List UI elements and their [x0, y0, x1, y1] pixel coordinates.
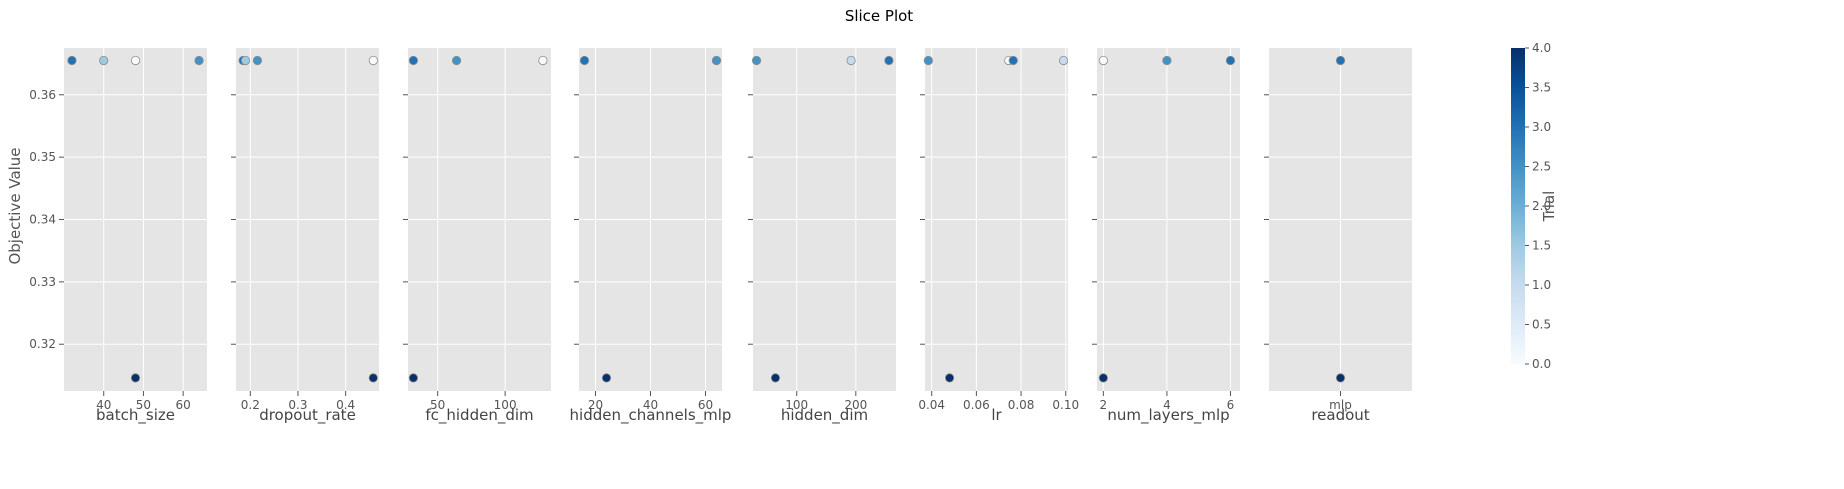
data-point	[579, 55, 590, 66]
colorbar-tick-label: 0.0	[1532, 357, 1551, 371]
colorbar-tick-label: 3.0	[1532, 120, 1551, 134]
x-tick-label: 0.08	[1008, 398, 1035, 412]
colorbar-tick-label: 4.0	[1532, 41, 1551, 55]
data-point	[1335, 373, 1346, 383]
x-tick-label: 40	[96, 398, 111, 412]
x-tick-label: 0.06	[963, 398, 990, 412]
data-point	[368, 55, 378, 66]
chart-title: Slice Plot	[845, 7, 913, 25]
x-tick-label: 2	[1100, 398, 1108, 412]
x-tick-label: mlp	[1329, 398, 1352, 412]
x-tick-label: 50	[430, 398, 445, 412]
data-point	[1008, 55, 1018, 66]
x-axis-label: lr	[991, 406, 1002, 424]
x-tick-label: 0.3	[288, 398, 307, 412]
x-tick-label: 200	[844, 398, 867, 412]
y-tick-label: 0.33	[29, 275, 56, 289]
data-point	[770, 373, 781, 383]
y-tick-label: 0.35	[29, 150, 56, 164]
x-tick-label: 4	[1163, 398, 1171, 412]
data-point	[601, 373, 612, 383]
data-point	[944, 373, 955, 383]
data-point	[1162, 55, 1172, 66]
data-point	[451, 55, 462, 66]
x-tick-label: 60	[176, 398, 191, 412]
colorbar-label: Trial	[1540, 191, 1558, 223]
data-point	[1335, 55, 1346, 66]
y-tick-label: 0.36	[29, 88, 56, 102]
data-point	[751, 55, 762, 66]
data-point	[130, 373, 141, 383]
colorbar-tick-label: 3.5	[1532, 81, 1551, 95]
x-tick-label: 0.10	[1052, 398, 1079, 412]
x-axis-label: hidden_dim	[781, 406, 868, 425]
y-axis-label: Objective Value	[6, 147, 24, 264]
x-tick-label: 50	[136, 398, 151, 412]
data-point	[1098, 373, 1108, 383]
data-point	[1058, 55, 1069, 66]
x-axis-label: fc_hidden_dim	[425, 406, 533, 425]
y-tick-label: 0.34	[29, 213, 56, 227]
data-point	[130, 55, 141, 66]
x-tick-label: 100	[785, 398, 808, 412]
data-point	[1225, 55, 1236, 66]
data-point	[240, 55, 251, 66]
data-point	[252, 55, 263, 66]
x-tick-label: 0.4	[336, 398, 355, 412]
x-axis-label: num_layers_mlp	[1107, 406, 1229, 425]
data-point	[408, 55, 418, 66]
data-point	[368, 373, 378, 383]
colorbar-tick-label: 0.5	[1532, 318, 1551, 332]
colorbar-tick-label: 1.5	[1532, 239, 1551, 253]
x-axis-label: batch_size	[96, 406, 175, 425]
x-tick-label: 40	[643, 398, 658, 412]
x-tick-label: 100	[494, 398, 517, 412]
colorbar	[1511, 48, 1525, 364]
data-point	[408, 373, 418, 383]
data-point	[884, 55, 894, 66]
x-tick-label: 20	[588, 398, 603, 412]
x-tick-label: 60	[698, 398, 713, 412]
x-axis-label: readout	[1311, 406, 1369, 424]
x-axis-label: hidden_channels_mlp	[570, 406, 732, 425]
x-tick-label: 6	[1227, 398, 1235, 412]
x-axis-label: dropout_rate	[259, 406, 356, 425]
x-tick-label: 0.2	[241, 398, 260, 412]
data-point	[846, 55, 856, 66]
data-point	[1098, 55, 1108, 66]
data-point	[711, 55, 722, 66]
data-point	[194, 55, 204, 66]
data-point	[923, 55, 933, 66]
x-tick-label: 0.04	[918, 398, 945, 412]
colorbar-tick-label: 1.0	[1532, 278, 1551, 292]
data-point	[538, 55, 548, 66]
data-point	[99, 55, 109, 66]
colorbar-tick-label: 2.0	[1532, 199, 1551, 213]
colorbar-tick-label: 2.5	[1532, 160, 1551, 174]
data-point	[67, 55, 77, 66]
y-tick-label: 0.32	[29, 337, 56, 351]
